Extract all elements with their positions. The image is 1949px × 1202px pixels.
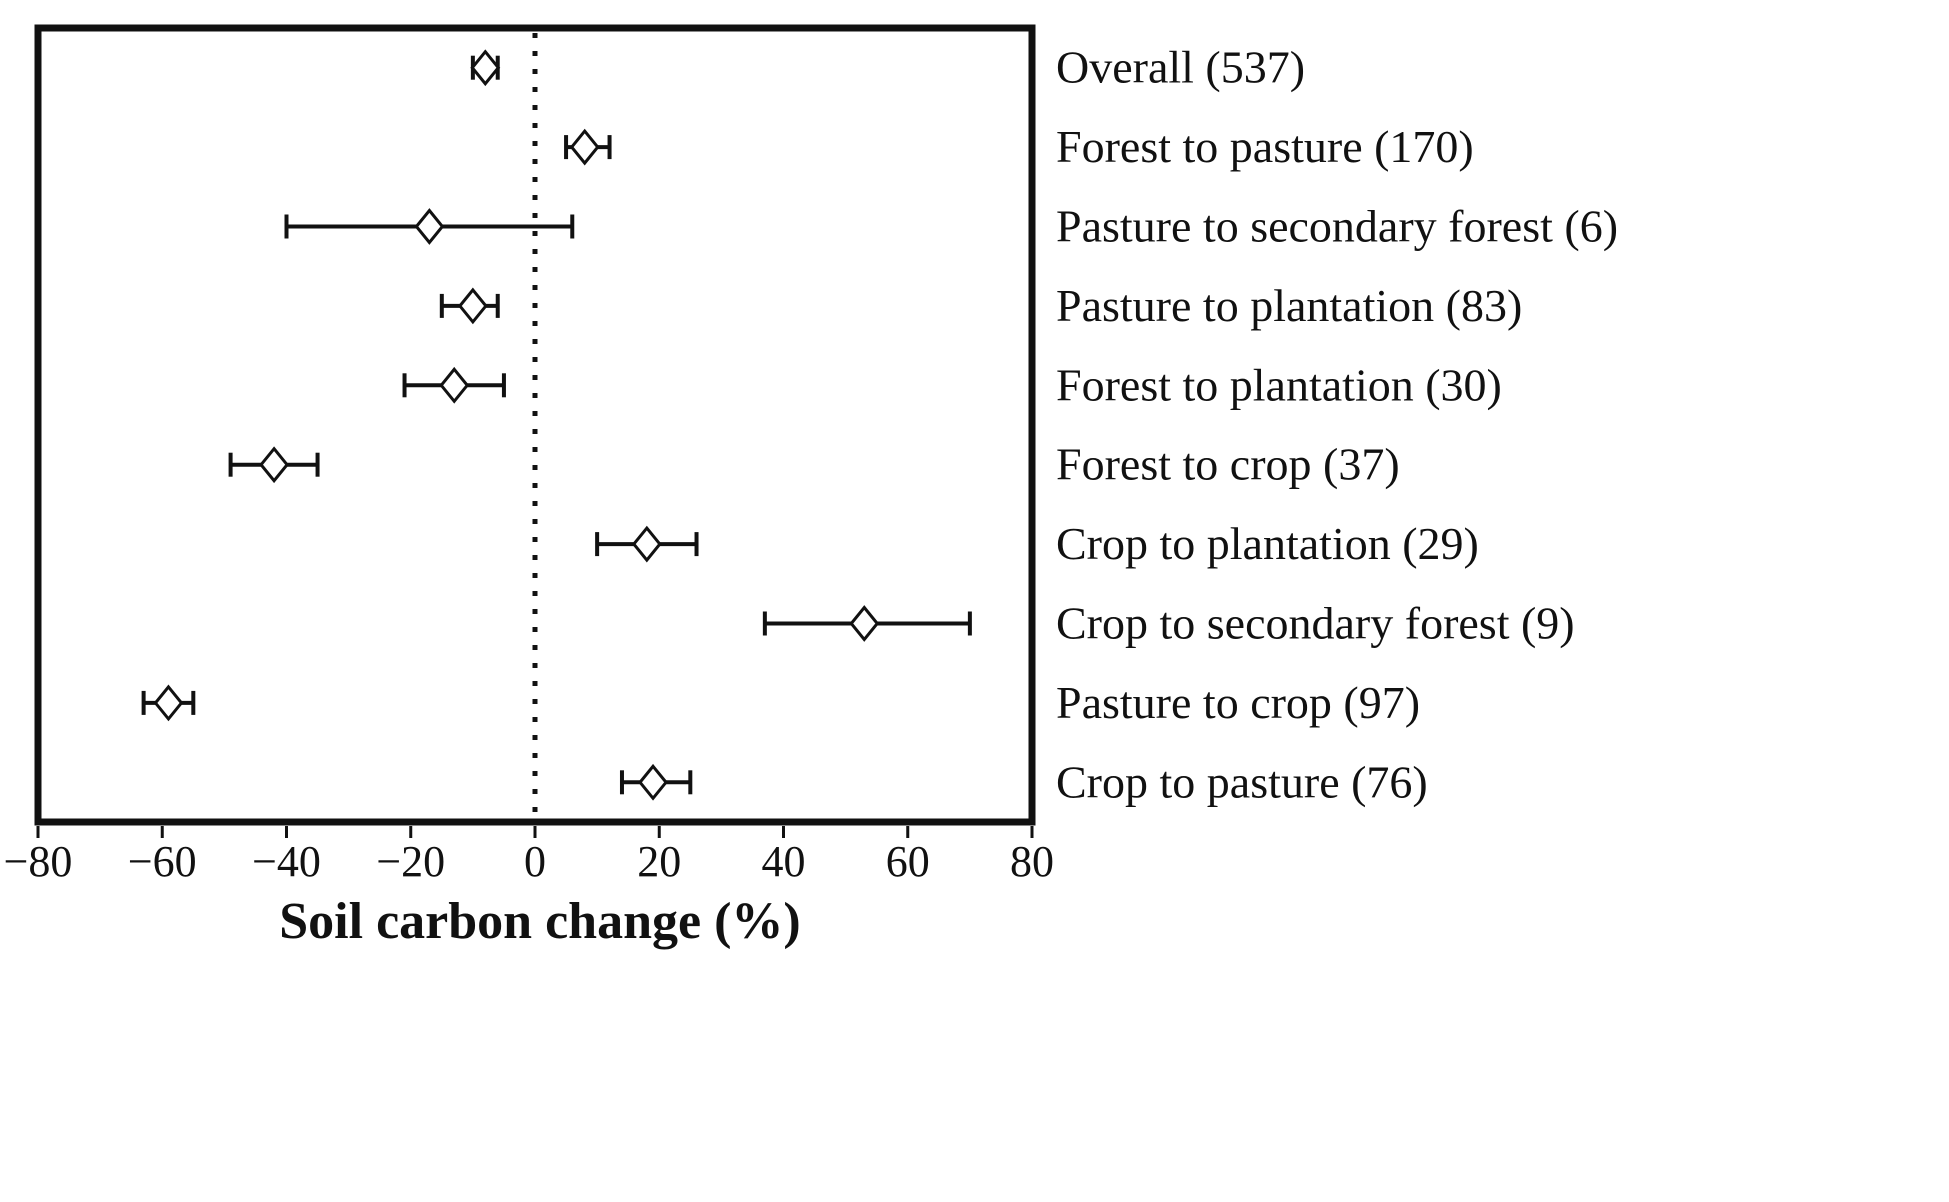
tick-label: 40 — [762, 837, 806, 886]
category-label: Crop to pasture (76) — [1056, 756, 1428, 807]
tick-label: −40 — [252, 837, 321, 886]
diamond-marker — [631, 525, 662, 563]
tick-label: 20 — [637, 837, 681, 886]
category-label: Pasture to secondary forest (6) — [1056, 201, 1618, 252]
category-label: Overall (537) — [1056, 42, 1305, 93]
diamond-marker — [638, 763, 668, 801]
category-label: Forest to crop (37) — [1056, 439, 1400, 490]
diamond-marker — [457, 287, 488, 325]
tick-label: 60 — [886, 837, 930, 886]
diamond-marker — [470, 49, 501, 87]
category-label: Crop to secondary forest (9) — [1056, 598, 1575, 649]
diamond-marker — [153, 684, 184, 722]
diamond-marker — [414, 208, 445, 245]
tick-label: −20 — [376, 837, 445, 886]
category-label: Crop to plantation (29) — [1056, 518, 1479, 569]
category-label: Pasture to crop (97) — [1056, 677, 1420, 728]
diamond-marker — [849, 605, 880, 642]
diamond-marker — [569, 128, 600, 166]
category-label: Pasture to plantation (83) — [1056, 280, 1522, 331]
category-label: Forest to pasture (170) — [1056, 121, 1474, 172]
tick-label: −80 — [4, 837, 73, 886]
tick-label: 0 — [524, 837, 546, 886]
diamond-marker — [259, 446, 290, 484]
tick-label: −60 — [128, 837, 197, 886]
x-axis-title: Soil carbon change (%) — [279, 893, 800, 950]
plot-border — [34, 24, 1036, 826]
diamond-marker — [439, 366, 470, 404]
tick-label: 80 — [1010, 837, 1054, 886]
category-label: Forest to plantation (30) — [1056, 359, 1502, 410]
